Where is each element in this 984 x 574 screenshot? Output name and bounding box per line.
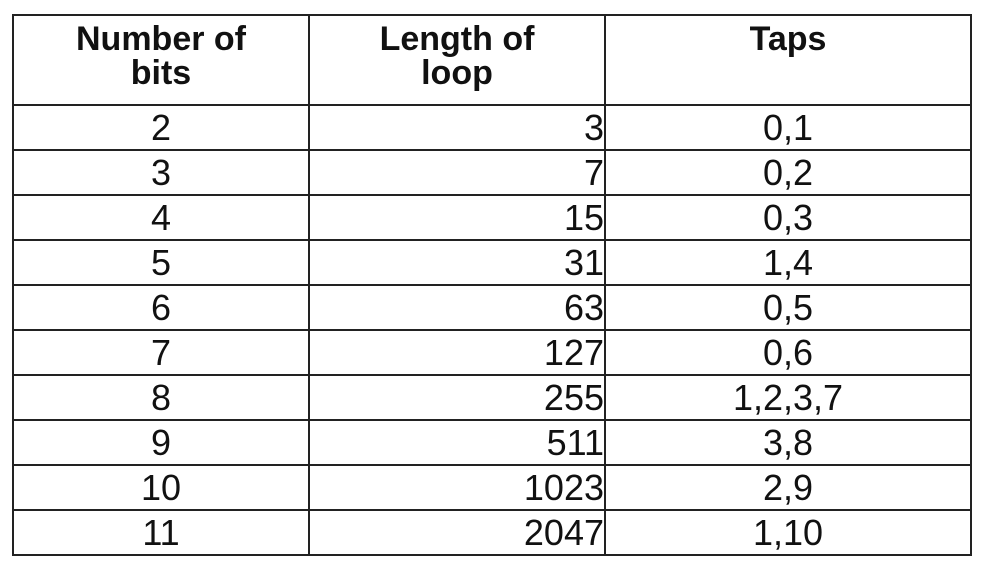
cell-number-of-bits: 3 xyxy=(12,149,310,196)
cell-length-of-loop: 63 xyxy=(308,284,606,331)
cell-number-of-bits: 4 xyxy=(12,194,310,241)
cell-number-of-bits: 11 xyxy=(12,509,310,556)
cell-length-of-loop: 2047 xyxy=(308,509,606,556)
cell-number-of-bits: 7 xyxy=(12,329,310,376)
cell-number-of-bits: 9 xyxy=(12,419,310,466)
cell-number-of-bits: 5 xyxy=(12,239,310,286)
cell-length-of-loop: 511 xyxy=(308,419,606,466)
header-row: Number of bits Length of loop Taps xyxy=(12,14,972,106)
cell-taps: 0,3 xyxy=(604,194,972,241)
cell-number-of-bits: 8 xyxy=(12,374,310,421)
table-row: 5 31 1,4 xyxy=(12,239,972,286)
header-bits-line-1: Number of xyxy=(76,20,246,58)
header-loop-line-2: loop xyxy=(421,54,493,92)
cell-number-of-bits: 10 xyxy=(12,464,310,511)
header-number-of-bits: Number of bits xyxy=(12,14,310,106)
cell-length-of-loop: 7 xyxy=(308,149,606,196)
cell-length-of-loop: 3 xyxy=(308,104,606,151)
table-row: 2 3 0,1 xyxy=(12,104,972,151)
cell-length-of-loop: 127 xyxy=(308,329,606,376)
cell-taps: 1,4 xyxy=(604,239,972,286)
cell-taps: 0,1 xyxy=(604,104,972,151)
table-row: 6 63 0,5 xyxy=(12,284,972,331)
header-taps: Taps xyxy=(604,14,972,106)
table-row: 4 15 0,3 xyxy=(12,194,972,241)
cell-length-of-loop: 15 xyxy=(308,194,606,241)
table-row: 10 1023 2,9 xyxy=(12,464,972,511)
cell-taps: 0,2 xyxy=(604,149,972,196)
header-bits-line-2: bits xyxy=(130,54,192,92)
cell-taps: 0,6 xyxy=(604,329,972,376)
cell-length-of-loop: 31 xyxy=(308,239,606,286)
table-row: 11 2047 1,10 xyxy=(12,509,972,556)
cell-number-of-bits: 2 xyxy=(12,104,310,151)
cell-taps: 1,10 xyxy=(604,509,972,556)
lfsr-taps-table: Number of bits Length of loop Taps 2 3 0… xyxy=(12,14,972,556)
cell-number-of-bits: 6 xyxy=(12,284,310,331)
cell-taps: 1,2,3,7 xyxy=(604,374,972,421)
table-row: 9 511 3,8 xyxy=(12,419,972,466)
table-row: 7 127 0,6 xyxy=(12,329,972,376)
table-row: 8 255 1,2,3,7 xyxy=(12,374,972,421)
header-length-of-loop: Length of loop xyxy=(308,14,606,106)
table-row: 3 7 0,2 xyxy=(12,149,972,196)
header-loop-line-1: Length of xyxy=(379,20,535,58)
cell-length-of-loop: 255 xyxy=(308,374,606,421)
header-taps-line-1: Taps xyxy=(749,20,827,58)
cell-taps: 3,8 xyxy=(604,419,972,466)
cell-taps: 0,5 xyxy=(604,284,972,331)
cell-length-of-loop: 1023 xyxy=(308,464,606,511)
cell-taps: 2,9 xyxy=(604,464,972,511)
